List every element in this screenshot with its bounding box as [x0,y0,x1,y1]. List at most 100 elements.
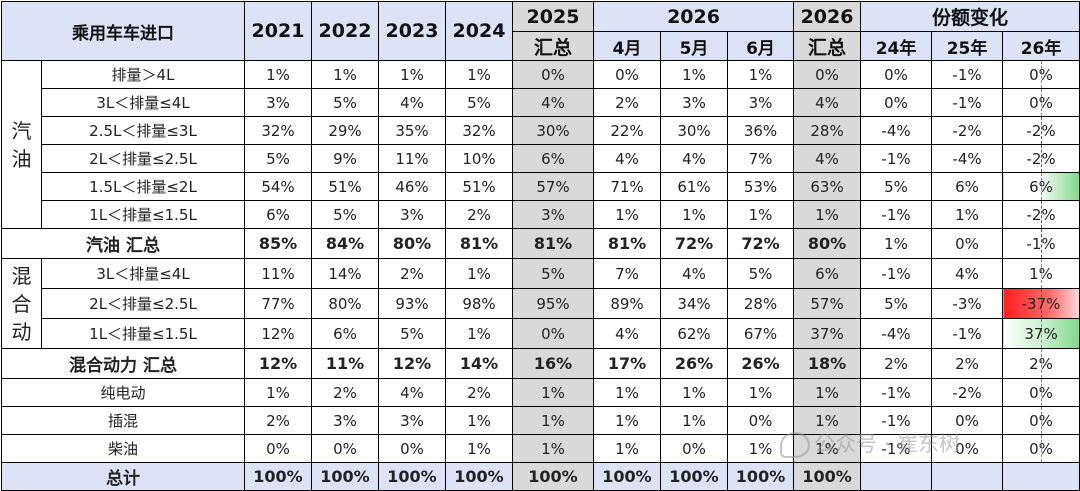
value-cell: 16% [512,348,594,379]
value-cell: 10% [445,144,513,173]
value-cell: 72% [726,228,795,259]
year-header: 2024 [445,1,513,61]
share-change-cell: -1% [1002,228,1080,259]
share-change-cell: -1% [860,434,933,463]
row-label-subtotal: 混合动力 汇总 [1,348,245,379]
share-change-cell: 0% [1002,406,1080,435]
table-row: 2L＜排量≤2.5L 77% 80% 93% 98% 95% 89% 34% 28% 57% 5% -… [2,288,1080,319]
share-change-cell: 37% [1002,318,1080,349]
row-label: 排量＞4L [41,60,245,89]
value-cell: 3% [660,88,728,117]
value-cell: 71% [593,172,661,201]
value-cell: 1% [726,60,795,89]
value-cell: 6% [793,258,862,289]
value-cell: 30% [512,116,594,145]
change-year-header: 24年 [860,31,933,61]
share-change-cell: 0% [1002,60,1080,89]
value-cell: 1% [660,200,728,229]
value-cell: 1% [660,406,728,435]
cell-text: -37% [1021,294,1061,313]
value-cell: 2% [311,378,379,407]
value-cell: 1% [512,434,594,463]
value-cell: 12% [378,348,446,379]
value-cell: 30% [660,116,728,145]
value-cell: 5% [311,200,379,229]
value-cell: 1% [726,200,795,229]
value-cell: 17% [593,348,661,379]
value-cell: 84% [311,228,379,259]
value-cell: 1% [660,60,728,89]
share-change-cell: -1% [860,258,933,289]
table-row: 1L＜排量≤1.5L 6% 5% 3% 2% 3% 1% 1% 1% 1% -1% 1% -2% [2,200,1080,229]
value-cell: 100% [726,462,795,491]
zero-axis-line [1041,61,1043,88]
value-cell: 32% [445,116,513,145]
value-cell: 100% [378,462,446,491]
value-cell: 51% [311,172,379,201]
value-cell: 5% [378,318,446,349]
value-cell: 1% [445,258,513,289]
table-row: 插混 2% 3% 3% 1% 1% 1% 1% 0% 1% -1% 0% 0% [1,406,1080,435]
zero-axis-line [1041,201,1043,228]
month-header: 5月 [660,31,728,61]
value-cell: 3% [378,406,446,435]
value-cell: 1% [793,434,862,463]
value-cell: 0% [311,434,379,463]
cell-text: 0% [1029,93,1053,112]
cell-text: 0% [1029,411,1053,430]
value-cell: 0% [793,60,862,89]
share-change-cell: -2% [1002,116,1080,145]
cell-text: 0% [1029,65,1053,84]
value-cell: 34% [660,288,728,319]
share-change-cell: 5% [860,172,933,201]
row-label: 1L＜排量≤1.5L [41,200,245,229]
value-cell: 0% [660,434,728,463]
table-row: 柴油 0% 0% 0% 1% 1% 1% 0% 1% 1% -1% 0% 0% [1,434,1080,463]
group-label-gasoline: 汽油 [1,60,42,229]
value-cell: 100% [311,462,379,491]
share-change-cell: 0% [860,88,933,117]
share-change-header: 份额变化 [860,1,1080,32]
zero-axis-line [1041,117,1043,144]
change-year-header: 26年 [1002,31,1080,61]
value-cell: 62% [660,318,728,349]
value-cell: 4% [378,88,446,117]
month-header: 4月 [593,31,661,61]
value-cell: 3% [378,200,446,229]
table-row: 纯电动 1% 2% 4% 2% 1% 1% 1% 1% 1% -1% -2% 0% [1,378,1080,407]
value-cell: 3% [512,200,594,229]
share-change-cell: -1% [931,60,1004,89]
value-cell: 61% [660,172,728,201]
year-header: 2023 [378,1,446,61]
value-cell: 2% [244,406,312,435]
value-cell: 1% [244,60,312,89]
value-cell: 7% [726,144,795,173]
share-change-cell: 6% [1002,172,1080,201]
value-cell: 81% [593,228,661,259]
share-change-cell: -2% [931,378,1004,407]
value-cell: 4% [593,144,661,173]
total-2026-header-year: 2026 [793,1,862,32]
value-cell: 100% [445,462,513,491]
row-label: 纯电动 [1,378,245,407]
cell-text: 37% [1024,324,1058,343]
row-label-subtotal: 总计 [1,462,245,491]
value-cell: 1% [512,406,594,435]
total-2026-header-label: 汇总 [793,31,862,61]
value-cell: 57% [512,172,594,201]
zero-axis-line [1041,229,1043,258]
cell-text: 1% [1029,264,1053,283]
share-change-cell: -2% [1002,200,1080,229]
zero-axis-line [1041,289,1043,318]
row-label: 2.5L＜排量≤3L [41,116,245,145]
year-2026-header: 2026 [592,1,795,32]
value-cell: 22% [593,116,661,145]
zero-axis-line [1041,435,1043,462]
row-label: 柴油 [1,434,245,463]
value-cell: 11% [311,348,379,379]
share-change-cell [931,462,1004,491]
table-title: 乘用车车进口 [1,1,245,61]
value-cell: 1% [378,60,446,89]
value-cell: 0% [378,434,446,463]
value-cell: 14% [311,258,379,289]
